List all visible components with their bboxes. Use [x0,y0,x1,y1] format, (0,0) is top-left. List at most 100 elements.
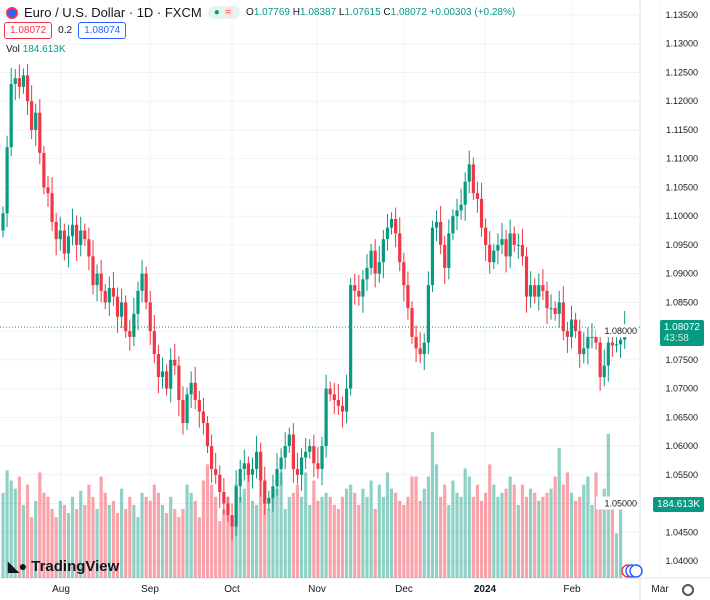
candle-body [70,224,75,237]
candle-body [459,204,463,211]
candle-body [254,451,259,470]
volume-bar [193,500,197,578]
candle-body [226,503,230,516]
y-tick-label-bg [596,324,638,338]
candle-body [565,331,570,337]
volume-bar [422,488,426,578]
volume-bar [299,496,304,578]
candle-body [124,302,128,332]
candle-body [312,446,316,464]
volume-bar [124,508,128,578]
candle-body [185,394,189,424]
candle-body [344,388,349,412]
volume-bar [79,490,83,578]
candle-body [578,331,582,355]
candle-body [120,302,124,317]
candle-body [165,371,169,389]
sell-button[interactable]: 1.08072 [4,22,53,39]
volume-bar [30,517,34,578]
candle-body [451,216,455,234]
candle-body [561,302,565,332]
volume-bar [524,496,529,578]
volume-bar [308,504,312,578]
volume-bar [357,504,361,578]
candle-body [467,164,471,182]
symbol-title[interactable]: Euro / U.S. Dollar · 1D · FXCM [24,5,202,20]
market-status-badge[interactable]: ● ≈ [207,6,241,19]
y-tick-label: 1.12500 [665,67,698,77]
volume-bar [545,492,549,578]
candle-body [349,285,353,389]
y-tick-label: 1.08500 [665,297,698,307]
volume-bar [504,488,508,578]
candle-body [447,233,451,268]
candle-body [189,382,193,395]
volume-bar [259,480,263,578]
candle-body [304,451,308,458]
volume-bar [344,488,349,578]
volume-bar [50,508,54,578]
candle-body [492,250,496,263]
candle-body [107,288,111,303]
eur-usd-flag-icon [6,6,18,19]
volume-bar [169,496,173,578]
volume-bar [250,500,255,578]
candle-body [516,244,520,246]
volume-bar [218,521,222,578]
candle-body [66,236,71,254]
volume-bar [385,472,390,578]
volume-bar [574,500,578,578]
candle-body [271,486,275,498]
volume-bar [214,496,218,578]
candle-body [144,273,148,303]
volume-bar [463,468,467,578]
candle-body [140,273,144,291]
candle-body [422,342,426,355]
volume-bar [541,496,545,578]
y-tick-label: 1.10500 [665,182,698,192]
volume-bar [578,496,582,578]
candle-body [209,446,214,470]
volume-bar [549,488,553,578]
volume-bar [5,470,9,578]
volume-bar [475,484,480,578]
buy-button[interactable]: 1.08074 [78,22,127,39]
settings-gear-icon[interactable] [682,584,694,596]
volume-bar [316,500,320,578]
economic-event-flag-icon [629,564,643,578]
candle-body [46,187,50,194]
volume-bar [66,513,71,578]
candle-body [471,164,475,194]
candle-body [246,463,250,475]
volume-bar [439,496,443,578]
volume-bar [610,500,615,578]
candle-body [618,339,623,345]
volume-bar [34,500,38,578]
volume-bar [283,508,287,578]
volume-bar [569,492,574,578]
volume-bar [459,496,463,578]
volume-bar [561,484,565,578]
volume-bar [291,492,295,578]
volume-bar [394,492,398,578]
candle-body [529,285,533,297]
candle-body [99,273,103,291]
volume-bar [516,504,520,578]
candle-body [353,285,357,291]
candle-body [17,78,21,87]
candle-body [181,400,185,424]
candle-body [385,227,390,240]
candle-body [1,213,5,231]
candle-body [586,336,590,349]
volume-bar [91,496,95,578]
candle-body [361,279,365,297]
volume-bar [602,488,606,578]
tradingview-logo[interactable]: ◣● TradingView [8,558,120,575]
volume-bar [488,464,492,578]
candle-body [475,193,480,199]
volume-bar [75,508,79,578]
volume-bar [586,476,590,578]
candle-body [414,336,418,349]
candle-body [177,365,181,401]
